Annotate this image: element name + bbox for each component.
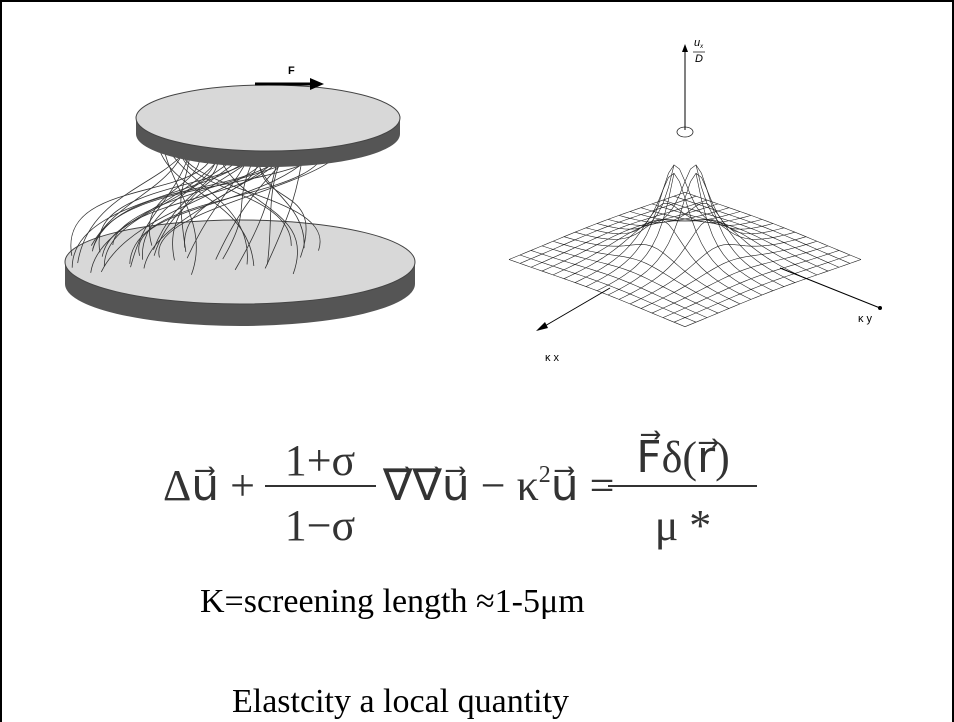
mesh-line: [684, 259, 862, 327]
force-label: F: [288, 65, 295, 77]
axis-label: ux: [694, 37, 704, 50]
axis-end: [878, 306, 882, 310]
fraction-numerator: 1+σ: [285, 436, 356, 485]
mesh-line: [607, 172, 785, 296]
top-plate: [135, 84, 401, 152]
mesh-line: [585, 172, 763, 296]
fiber: [70, 148, 215, 256]
axis-arrowhead: [682, 44, 688, 52]
fraction-denominator: μ *: [655, 501, 712, 550]
axis-label: D: [695, 53, 703, 65]
equation-left: Δu⃗ +: [163, 461, 255, 510]
text-line: K=screening length ≈1-5μm: [200, 583, 585, 620]
mesh-line: [629, 236, 807, 305]
mesh-line: [596, 164, 675, 230]
mesh-line: [673, 254, 851, 323]
fiber: [214, 144, 298, 275]
displacement-surface: [508, 126, 862, 327]
equation-middle: ∇⃗∇⃗u⃗ − κ2u⃗ =: [382, 461, 614, 510]
text-line: Elastcity a local quantity: [232, 683, 569, 720]
mesh-line: [695, 173, 774, 291]
mesh-line: [552, 240, 730, 309]
mesh-line: [541, 245, 719, 314]
fraction-numerator: F⃗δ(r⃗): [636, 430, 729, 482]
ky-label: κ y: [858, 313, 873, 325]
mesh-line: [662, 250, 840, 318]
axis-arrowhead: [536, 322, 548, 331]
force-arrowhead: [310, 78, 324, 90]
axes: ux D κ y κ x: [536, 37, 882, 364]
mesh-line: [651, 245, 829, 314]
mesh-line: [695, 164, 774, 230]
mesh-line: [519, 254, 697, 323]
mesh-line: [563, 236, 741, 305]
mesh-line: [530, 250, 708, 318]
kx-label: κ x: [545, 352, 560, 364]
mesh-line: [574, 219, 752, 300]
mesh-line: [618, 219, 796, 300]
equation: Δu⃗ + 1+σ 1−σ ∇⃗∇⃗u⃗ − κ2u⃗ = F⃗δ(r⃗) μ …: [163, 430, 757, 550]
kx-axis: [537, 287, 611, 331]
fraction-denominator: 1−σ: [285, 501, 356, 550]
ky-axis: [779, 267, 881, 309]
mesh-line: [508, 259, 686, 327]
mesh-line: [596, 173, 675, 291]
plates-illustration: F: [64, 65, 416, 326]
mesh-line: [640, 240, 818, 309]
